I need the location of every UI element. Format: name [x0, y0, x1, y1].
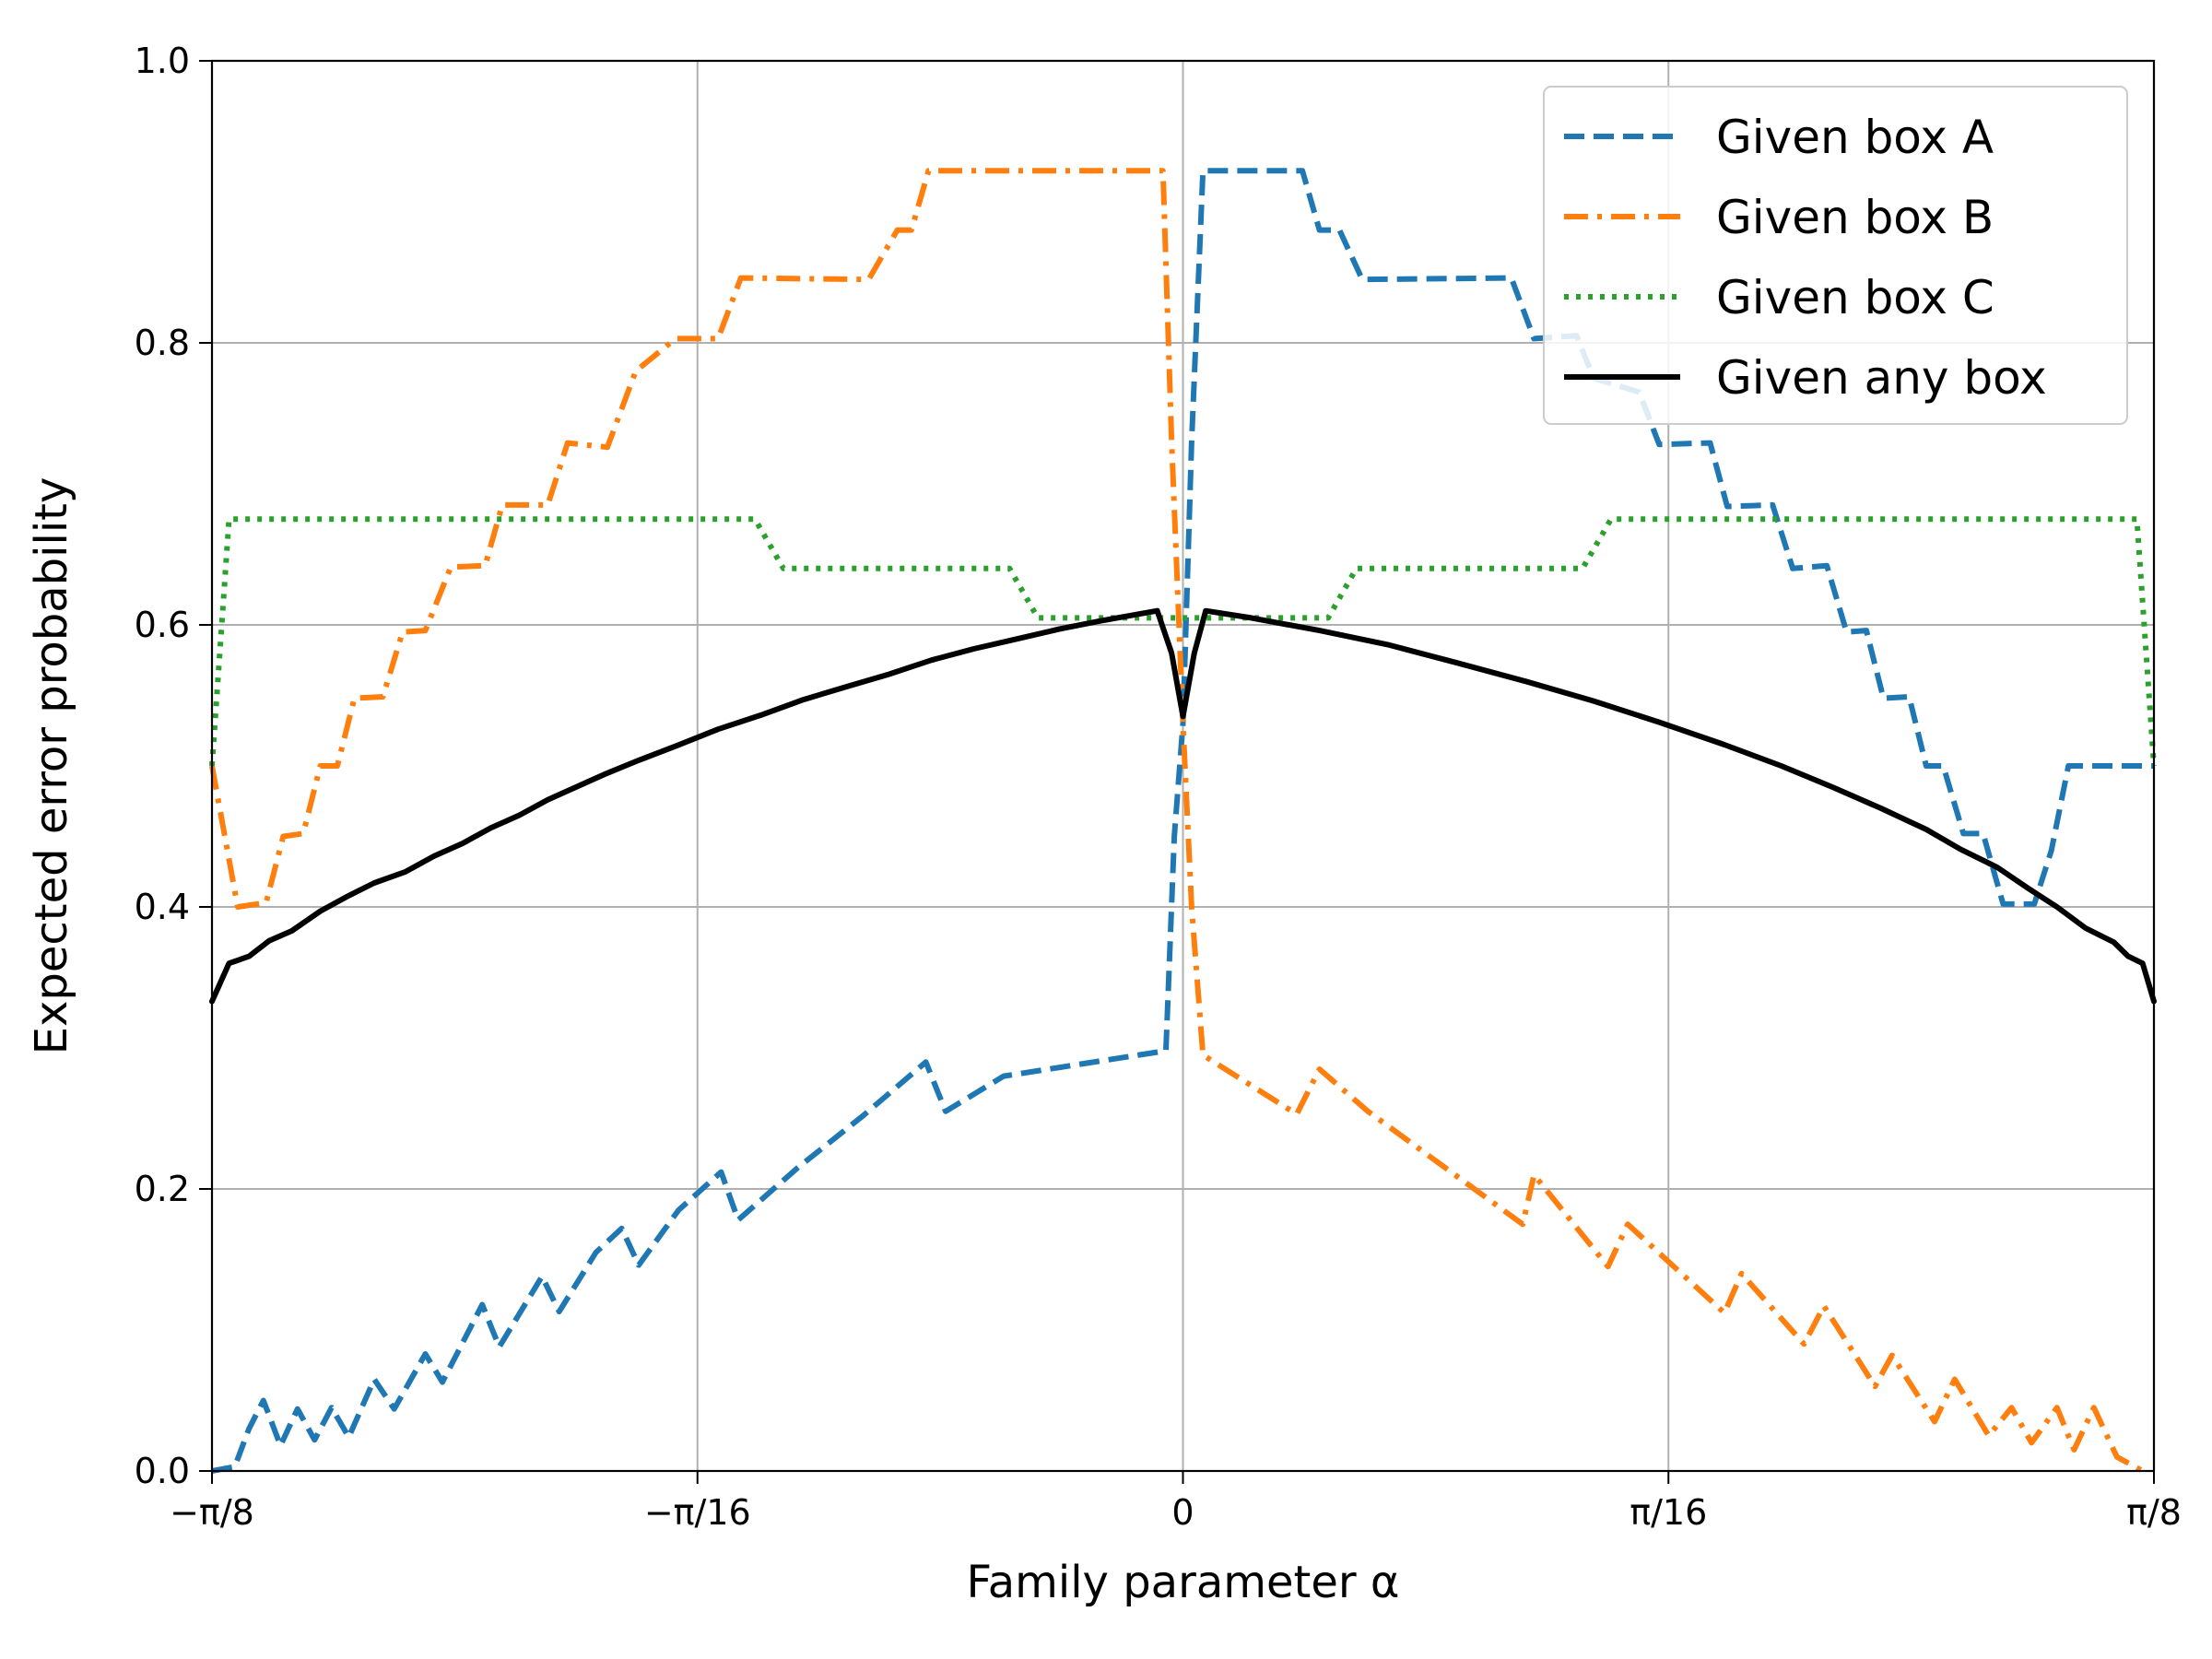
x-tick-label: 0	[1171, 1492, 1194, 1533]
x-axis-label: Family parameter α	[966, 1557, 1399, 1608]
ticks: −π/8 −π/16 0 π/16 π/8 0.0 0.2 0.4 0.6 0.8 1.0	[135, 41, 2182, 1533]
series-line-3	[209, 516, 2157, 767]
y-tick-label: 0.8	[135, 323, 190, 363]
legend-box	[1543, 86, 2128, 425]
legend: Given box A Given box B Given box C Given a…	[1543, 86, 2128, 425]
series-line-4	[209, 607, 2157, 1005]
x-tick-label: π/8	[2126, 1492, 2182, 1533]
legend-label: Given box A	[1716, 111, 1994, 164]
legend-label: Given box C	[1716, 271, 1994, 324]
legend-label: Given box B	[1716, 191, 1994, 244]
y-tick-label: 1.0	[135, 41, 190, 81]
x-tick-label: −π/8	[170, 1492, 254, 1533]
y-tick-label: 0.4	[135, 887, 190, 927]
y-tick-label: 0.0	[135, 1451, 190, 1491]
y-axis-label: Expected error probability	[26, 477, 77, 1055]
legend-label: Given any box	[1716, 351, 2047, 405]
x-tick-label: −π/16	[644, 1492, 751, 1533]
series-line-2	[209, 168, 2145, 1474]
series-line-1	[211, 168, 2154, 1474]
y-tick-label: 0.2	[135, 1169, 190, 1209]
y-tick-label: 0.6	[135, 605, 190, 645]
x-tick-label: π/16	[1630, 1492, 1707, 1533]
series-layer	[209, 168, 2157, 1474]
